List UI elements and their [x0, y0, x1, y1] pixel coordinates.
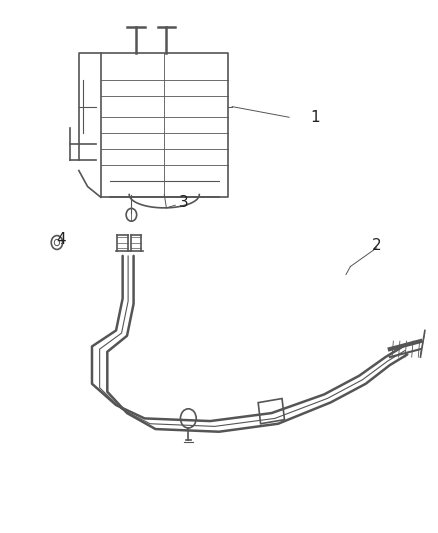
- Bar: [258, 399, 284, 424]
- Text: 1: 1: [311, 110, 320, 125]
- Text: 3: 3: [179, 195, 189, 210]
- Text: 2: 2: [372, 238, 381, 253]
- Text: 4: 4: [57, 232, 66, 247]
